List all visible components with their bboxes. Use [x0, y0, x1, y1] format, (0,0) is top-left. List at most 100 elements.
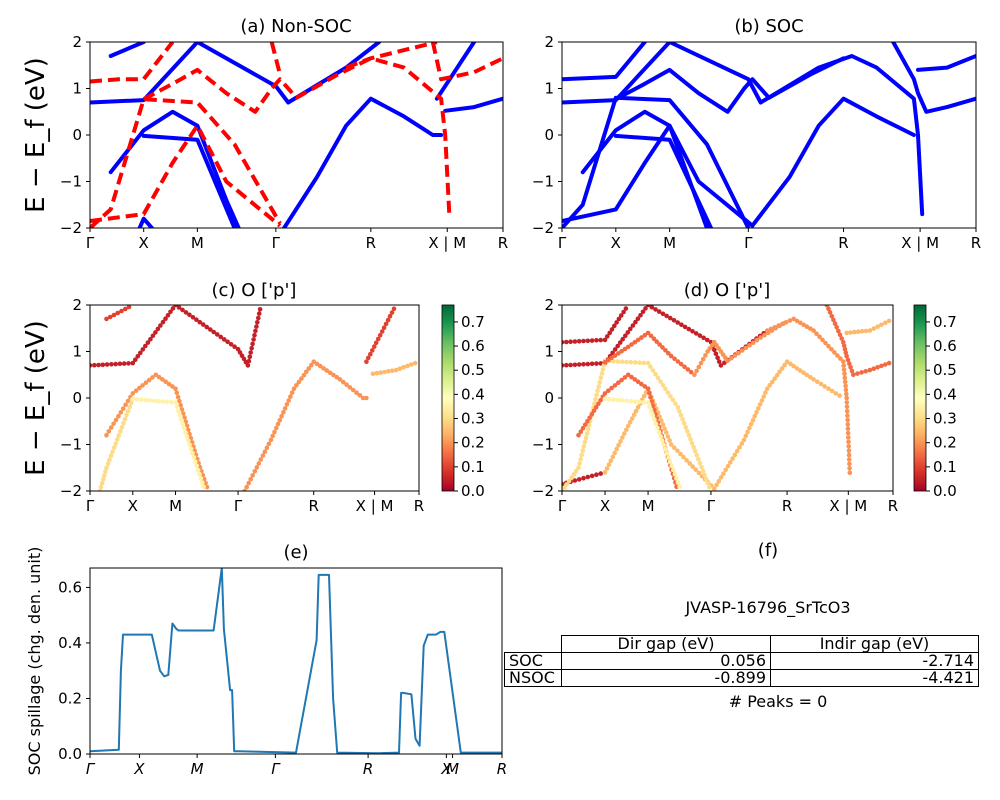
band-point — [774, 372, 780, 378]
band-point — [619, 359, 625, 365]
indir-gap-header: Indir gap (eV) — [770, 635, 979, 653]
band-point — [701, 335, 706, 341]
band-point — [682, 364, 687, 370]
band-point — [836, 328, 841, 334]
band-point — [632, 360, 638, 365]
band-point — [630, 323, 636, 328]
band-point — [201, 322, 206, 327]
band-point — [653, 421, 659, 427]
band-point — [756, 406, 761, 411]
band-point — [184, 434, 190, 439]
band-point — [156, 398, 161, 404]
band-point — [145, 340, 151, 345]
band-point — [752, 413, 757, 419]
band-point — [578, 456, 583, 462]
band-point — [808, 374, 813, 380]
band-point — [791, 316, 796, 322]
band-point — [576, 339, 582, 344]
band-point — [829, 347, 834, 352]
band-point — [587, 415, 592, 421]
band-point — [670, 397, 676, 403]
band-point — [716, 359, 722, 364]
band-point — [692, 448, 698, 454]
band-point — [804, 372, 810, 378]
band-point — [592, 401, 597, 406]
band-point — [855, 329, 861, 335]
band-point — [734, 448, 740, 454]
band-point — [108, 453, 114, 458]
band-point — [572, 362, 578, 368]
band-point — [123, 402, 128, 408]
band-point — [110, 449, 115, 454]
band-point — [794, 366, 800, 371]
band-point — [859, 329, 865, 334]
xtick-label: Γ — [744, 234, 753, 252]
band-point — [725, 463, 731, 469]
ytick-label: −2 — [60, 219, 82, 237]
band-point — [847, 466, 852, 471]
band-point — [759, 398, 765, 403]
band-point — [616, 380, 621, 386]
band-point — [635, 337, 641, 343]
band-point — [347, 385, 353, 390]
band-point — [665, 434, 671, 439]
band-point — [664, 450, 670, 456]
band-point — [681, 420, 687, 426]
band-point — [596, 384, 601, 389]
band-point — [616, 316, 622, 322]
band-point — [581, 338, 586, 344]
band-point — [108, 425, 114, 430]
band-point — [584, 431, 590, 436]
band-point — [255, 315, 261, 321]
band-point — [163, 316, 168, 322]
xtick-label: Γ — [558, 234, 567, 252]
band-point — [602, 337, 608, 343]
band-point — [331, 372, 336, 378]
band-point — [652, 417, 657, 422]
band-point — [666, 455, 671, 460]
band-point — [389, 310, 395, 315]
colorbar-d: 0.0 0.1 0.2 0.3 0.4 0.5 0.6 0.7 — [913, 304, 957, 500]
band-point — [375, 336, 381, 342]
band-point — [150, 375, 155, 380]
band-point — [804, 324, 810, 330]
band-point — [675, 448, 680, 454]
band-point — [104, 465, 109, 471]
band-point — [605, 334, 610, 339]
band-point — [625, 344, 631, 350]
ytick-label: −1 — [532, 436, 554, 454]
band-point — [119, 308, 124, 314]
band-point — [619, 348, 624, 354]
band-point — [173, 305, 178, 308]
band-point — [747, 343, 752, 348]
band-point — [225, 339, 230, 345]
band-point — [879, 363, 884, 369]
band-point — [180, 421, 185, 427]
band-point — [612, 450, 617, 456]
colorbar-tick-label: 0.7 — [933, 313, 957, 331]
band-point — [589, 412, 595, 417]
band-point — [632, 377, 638, 382]
band-point — [647, 390, 652, 396]
band-point — [846, 439, 851, 445]
table-header-row: Dir gap (eV) Indir gap (eV) — [505, 635, 979, 653]
panel-d-projected: (d) O ['p'] −2 −1 0 1 2 Γ X M Γ R X | M R — [532, 280, 898, 515]
band-point — [609, 355, 614, 361]
band-point — [639, 335, 644, 340]
band-point — [197, 319, 203, 325]
band-point — [863, 369, 868, 374]
band-point — [779, 366, 785, 371]
band-point — [842, 379, 848, 385]
panel-c-projected: (c) O ['p'] −2 −1 0 1 2 Γ X M Γ R X | M R — [60, 280, 424, 515]
band-point — [118, 429, 123, 434]
band-point — [712, 347, 717, 353]
band-point — [115, 310, 120, 316]
plot-content — [90, 42, 503, 228]
band-point — [284, 402, 290, 407]
band-point — [360, 395, 366, 401]
band-point — [606, 357, 611, 363]
band-point — [622, 431, 627, 436]
band-point — [254, 320, 260, 325]
band-point — [820, 337, 825, 343]
band-point — [595, 388, 600, 394]
